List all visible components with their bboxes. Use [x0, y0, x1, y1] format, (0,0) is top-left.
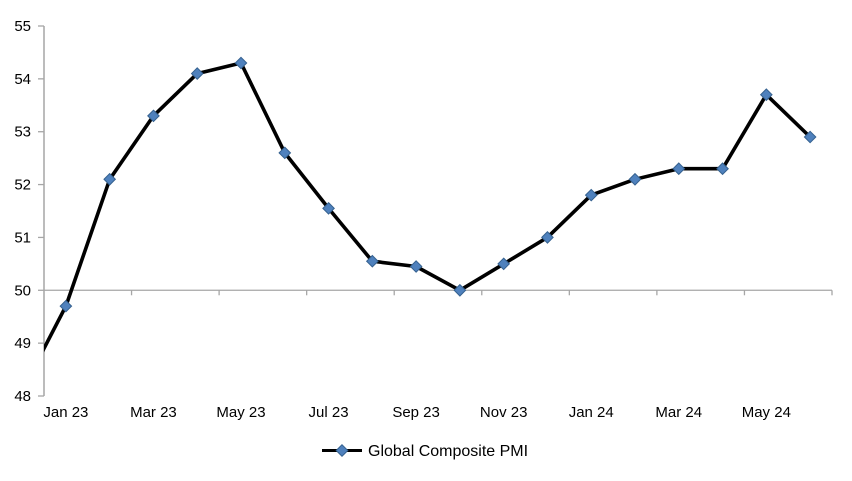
- data-point-marker: [234, 56, 248, 70]
- x-tick-label: May 24: [742, 404, 791, 421]
- y-tick-label: 49: [14, 335, 31, 352]
- y-tick-label: 52: [14, 177, 31, 194]
- y-tick-label: 54: [14, 71, 31, 88]
- y-tick-label: 51: [14, 229, 31, 246]
- x-tick-label: May 23: [216, 404, 265, 421]
- data-point-marker: [672, 162, 686, 176]
- legend: Global Composite PMI: [322, 443, 528, 460]
- data-point-marker: [278, 146, 292, 160]
- x-tick-label: Jul 23: [309, 404, 349, 421]
- y-tick-label: 48: [14, 388, 31, 405]
- data-point-marker: [716, 162, 729, 176]
- data-point-marker: [322, 201, 335, 215]
- y-tick-label: 50: [14, 282, 31, 299]
- data-point-marker: [584, 188, 598, 202]
- x-tick-label: Jan 23: [43, 404, 88, 421]
- data-point-marker: [365, 254, 379, 268]
- legend-marker-icon: [335, 443, 349, 458]
- data-point-marker: [147, 109, 160, 123]
- x-tick-label: Nov 23: [480, 404, 528, 421]
- x-tick-label: Sep 23: [392, 404, 440, 421]
- y-axis: 48 49 50 51 52 53 54 55: [14, 18, 45, 405]
- data-point-marker: [759, 88, 773, 102]
- y-tick-label: 55: [14, 18, 31, 35]
- series-global-composite-pmi: [44, 56, 817, 353]
- x-tick-label: Jan 24: [569, 404, 614, 421]
- x-tick-label: Mar 24: [655, 404, 702, 421]
- pmi-line: [44, 61, 812, 353]
- data-point-marker: [103, 172, 117, 186]
- data-point-marker: [628, 172, 642, 186]
- data-point-marker: [190, 67, 204, 80]
- legend-label: Global Composite PMI: [368, 443, 528, 460]
- data-point-marker: [59, 299, 73, 313]
- x-tick-label: Mar 23: [130, 404, 177, 421]
- x-axis: Jan 23 Mar 23 May 23 Jul 23 Sep 23 Nov 23 Jan …: [43, 289, 833, 421]
- data-point-marker: [803, 130, 817, 144]
- data-point-marker: [453, 283, 467, 297]
- data-point-marker: [409, 260, 423, 273]
- data-point-marker: [541, 231, 554, 244]
- data-point-marker: [497, 257, 511, 271]
- y-tick-label: 53: [14, 124, 31, 141]
